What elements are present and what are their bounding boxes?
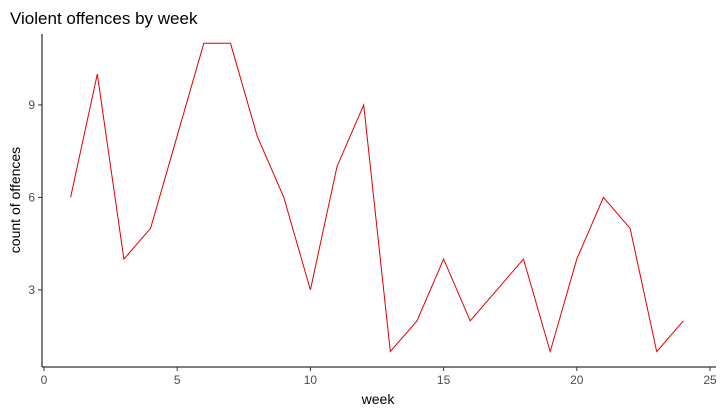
x-axis-ticks: 0 5 10 15 20 25 — [41, 367, 717, 387]
x-tick-label: 0 — [41, 373, 48, 387]
x-axis-label: week — [361, 391, 396, 407]
x-tick-label: 10 — [304, 373, 318, 387]
x-tick-label: 20 — [570, 373, 584, 387]
x-tick-label: 15 — [437, 373, 451, 387]
y-axis-ticks: 3 6 9 — [28, 98, 42, 297]
x-tick-label: 25 — [703, 373, 717, 387]
y-tick-label: 6 — [28, 190, 35, 204]
series-layer — [70, 42, 684, 354]
y-axis-label: count of offences — [7, 147, 23, 253]
y-tick-label: 3 — [28, 283, 35, 297]
x-tick-label: 5 — [174, 373, 181, 387]
y-tick-label: 9 — [28, 98, 35, 112]
series-line — [70, 42, 684, 354]
chart-title: Violent offences by week — [10, 9, 198, 28]
